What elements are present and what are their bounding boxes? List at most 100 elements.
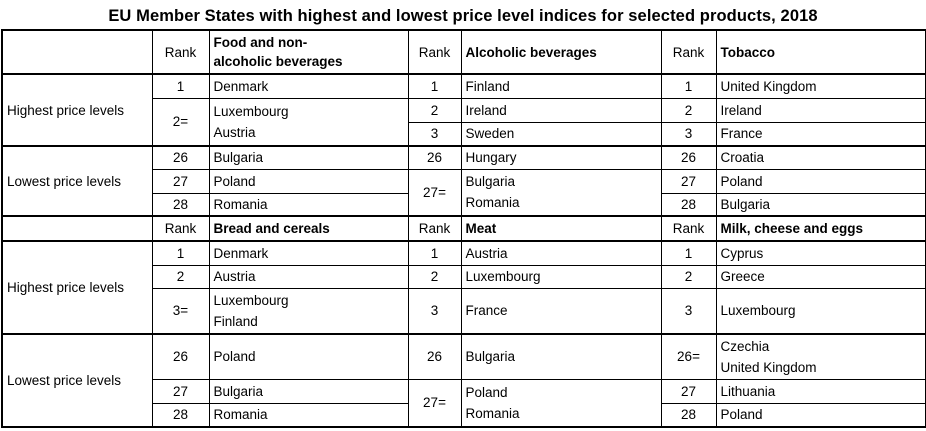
rank-header: Rank (660, 215, 717, 242)
row-label-lowest: Lowest price levels (1, 332, 153, 428)
table-row: 3 Sweden 3 France (2, 121, 926, 147)
rank-cell: 28 (660, 192, 717, 217)
rank-cell: 28 (151, 402, 210, 428)
country-cell: Luxembourg Austria (208, 97, 409, 147)
country-cell: Greece (715, 264, 926, 289)
corner-cell (1, 29, 153, 75)
rank-cell: 26 (660, 145, 717, 170)
rank-cell: 27 (151, 168, 210, 194)
country-cell: Bulgaria (208, 145, 409, 170)
rank-cell: 3 (407, 287, 462, 335)
rank-cell: 1 (151, 73, 210, 99)
country-cell: Cyprus (715, 240, 926, 266)
country-cell: Ireland (715, 97, 926, 123)
table-title: EU Member States with highest and lowest… (108, 7, 818, 25)
country-cell: Lithuania (715, 378, 926, 404)
country-cell: Ireland (460, 97, 662, 123)
country-cell: United Kingdom (715, 73, 926, 99)
header-row-section1: Rank Food and non- alcoholic beverages R… (1, 29, 926, 75)
table-row: Lowest price levels 26 Poland 26 Bulgari… (1, 332, 926, 428)
country-cell: Denmark (208, 73, 409, 99)
rank-cell: 2 (660, 97, 717, 123)
country-cell: Romania (208, 192, 409, 217)
rank-cell: 1 (407, 73, 462, 99)
rank-cell: 28 (151, 192, 210, 217)
product-header-alcohol: Alcoholic beverages (460, 29, 662, 75)
rank-cell: 1 (151, 240, 210, 266)
rank-cell: 28 (660, 402, 717, 428)
row-label-highest: Highest price levels (1, 73, 153, 147)
rank-cell: 3 (660, 287, 717, 335)
table-row: 27 Poland 27= Bulgaria Romania 27 Poland (2, 168, 926, 217)
rank-cell: 3 (407, 121, 462, 147)
rank-cell: 3= (151, 287, 210, 335)
price-level-table: Rank Food and non- alcoholic beverages R… (1, 29, 926, 428)
country-cell: Bulgaria (208, 378, 409, 404)
country-cell: Austria (208, 264, 409, 289)
product-header-meat: Meat (460, 215, 662, 242)
corner-cell (1, 215, 153, 242)
row-label-highest: Highest price levels (1, 240, 153, 334)
table-row: Highest price levels 1 Denmark 1 Austria… (1, 240, 926, 334)
rank-cell: 26 (407, 145, 462, 170)
country-cell: Poland (715, 402, 926, 428)
rank-cell: 2 (660, 264, 717, 289)
country-cell: Luxembourg Finland (208, 287, 409, 335)
rank-header: Rank (151, 215, 210, 242)
country-cell: Luxembourg (460, 264, 662, 289)
country-cell: Sweden (460, 121, 662, 147)
product-header-tobacco: Tobacco (715, 29, 926, 75)
table-row: 3= Luxembourg Finland 3 France 3 Luxembo… (2, 287, 926, 335)
table-row: 27 Bulgaria 27= Poland Romania 27 Lithua… (2, 378, 926, 428)
country-cell: Bulgaria Romania (460, 168, 662, 217)
rank-cell: 27= (407, 378, 462, 428)
table-row: Lowest price levels 26 Bulgaria 26 Hunga… (1, 145, 926, 217)
rank-cell: 27 (151, 378, 210, 404)
rank-cell: 27 (660, 168, 717, 194)
rank-cell: 26 (151, 145, 210, 170)
rank-cell: 2 (407, 97, 462, 123)
rank-cell: 27 (660, 378, 717, 404)
rank-cell: 2 (407, 264, 462, 289)
country-cell: Finland (460, 73, 662, 99)
rank-header: Rank (151, 29, 210, 75)
country-cell: Bulgaria (715, 192, 926, 217)
country-cell: Czechia United Kingdom (715, 332, 926, 380)
country-cell: Luxembourg (715, 287, 926, 335)
country-cell: Poland Romania (460, 378, 662, 428)
rank-cell: 1 (660, 240, 717, 266)
rank-cell: 27= (407, 168, 462, 217)
rank-cell: 26= (660, 332, 717, 380)
row-label-lowest: Lowest price levels (1, 145, 153, 217)
table-row: 2 Austria 2 Luxembourg 2 Greece (2, 264, 926, 289)
country-cell: Croatia (715, 145, 926, 170)
country-cell: Hungary (460, 145, 662, 170)
header-row-section2: Rank Bread and cereals Rank Meat Rank Mi… (1, 215, 926, 242)
country-cell: Austria (460, 240, 662, 266)
country-cell: Bulgaria (460, 332, 662, 380)
table-row: 28 Romania 28 Poland (2, 402, 926, 428)
rank-cell: 2= (151, 97, 210, 147)
rank-header: Rank (407, 215, 462, 242)
rank-cell: 3 (660, 121, 717, 147)
table-row: 2= Luxembourg Austria 2 Ireland 2 Irelan… (2, 97, 926, 147)
rank-cell: 26 (407, 332, 462, 380)
country-cell: France (460, 287, 662, 335)
country-cell: France (715, 121, 926, 147)
rank-cell: 1 (407, 240, 462, 266)
country-cell: Romania (208, 402, 409, 428)
rank-cell: 2 (151, 264, 210, 289)
country-cell: Poland (715, 168, 926, 194)
product-header-bread: Bread and cereals (208, 215, 409, 242)
table-row: 28 Romania 28 Bulgaria (2, 192, 926, 217)
country-cell: Poland (208, 168, 409, 194)
country-cell: Poland (208, 332, 409, 380)
rank-header: Rank (660, 29, 717, 75)
rank-cell: 1 (660, 73, 717, 99)
rank-cell: 26 (151, 332, 210, 380)
table-row: Highest price levels 1 Denmark 1 Finland… (1, 73, 926, 147)
country-cell: Denmark (208, 240, 409, 266)
product-header-food: Food and non- alcoholic beverages (208, 29, 409, 75)
rank-header: Rank (407, 29, 462, 75)
